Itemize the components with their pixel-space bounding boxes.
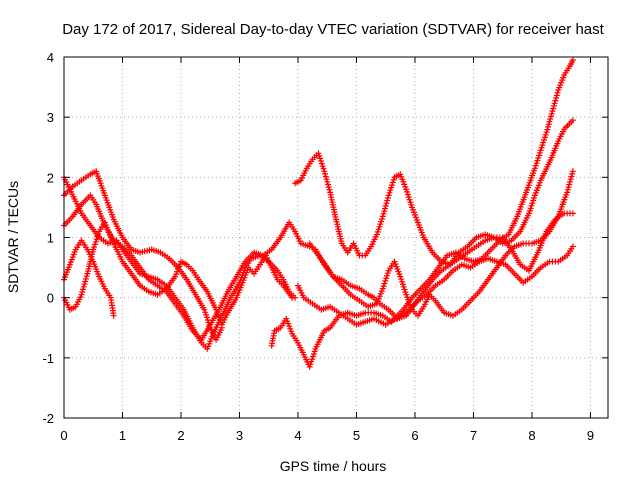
- y-tick-label: 4: [47, 50, 54, 65]
- x-tick-label: 6: [411, 428, 418, 443]
- series-track-5: [61, 168, 225, 343]
- data-point: [553, 92, 560, 99]
- data-point: [383, 200, 390, 207]
- data-point: [569, 243, 576, 250]
- data-point: [544, 126, 551, 133]
- data-point: [80, 283, 87, 290]
- x-axis-label: GPS time / hours: [280, 458, 387, 474]
- x-tick-label: 0: [60, 428, 67, 443]
- data-point: [324, 178, 331, 185]
- data-point: [551, 100, 558, 107]
- x-tick-label: 8: [528, 428, 535, 443]
- y-axis-label: SDTVAR / TECUs: [5, 181, 21, 293]
- data-point: [110, 312, 117, 319]
- series-track-4: [61, 219, 296, 328]
- data-point: [218, 324, 225, 331]
- data-point: [566, 181, 573, 188]
- x-tick-label: 7: [470, 428, 477, 443]
- data-point: [82, 275, 89, 282]
- data-point: [549, 108, 556, 115]
- x-tick-label: 5: [353, 428, 360, 443]
- y-tick-label: -2: [42, 411, 54, 426]
- series-track-3: [61, 237, 117, 319]
- chart-title: Day 172 of 2017, Sidereal Day-to-day VTE…: [62, 21, 604, 38]
- y-tick-label: 1: [47, 231, 54, 246]
- data-point: [548, 110, 555, 117]
- data-point: [569, 117, 576, 124]
- axis-ticks: 0 1 2 3 4 5 6 7 8 9 -2 -1 0 1 2 3 4: [42, 50, 608, 443]
- data-series: [61, 57, 576, 370]
- data-point: [569, 210, 576, 217]
- x-tick-label: 2: [177, 428, 184, 443]
- data-point: [326, 186, 333, 193]
- data-point: [569, 57, 576, 63]
- y-tick-label: 0: [47, 291, 54, 306]
- x-tick-label: 3: [236, 428, 243, 443]
- x-tick-label: 4: [294, 428, 301, 443]
- data-point: [569, 168, 576, 175]
- data-point: [545, 121, 552, 128]
- data-point: [381, 208, 388, 215]
- x-tick-label: 1: [119, 428, 126, 443]
- data-point: [546, 118, 553, 125]
- data-point: [289, 294, 296, 301]
- y-tick-label: 2: [47, 170, 54, 185]
- data-point: [322, 170, 328, 177]
- y-tick-label: -1: [42, 351, 54, 366]
- y-tick-label: 3: [47, 110, 54, 125]
- data-point: [564, 189, 571, 196]
- data-point: [78, 291, 85, 298]
- x-tick-label: 9: [587, 428, 594, 443]
- grid-lines: [64, 57, 608, 418]
- series-track-10: [312, 168, 576, 319]
- data-point: [568, 173, 575, 180]
